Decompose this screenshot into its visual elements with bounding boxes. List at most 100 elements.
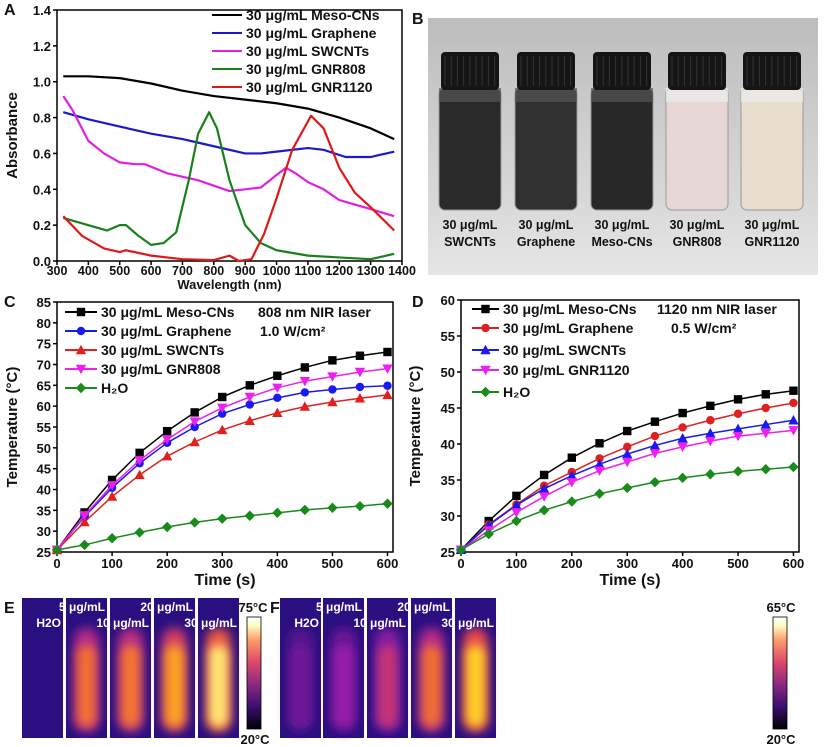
data-point: [760, 464, 771, 475]
heat-glow-core: [466, 645, 485, 727]
vial-neck: [515, 88, 577, 102]
data-point: [354, 393, 366, 403]
thermal-image: 10 μg/mL: [96, 598, 151, 738]
legend-label: 30 μg/mL SWCNTs: [503, 342, 626, 358]
data-point: [650, 431, 660, 441]
data-point: [622, 482, 633, 494]
data-point: [732, 466, 744, 477]
y-tick-label: 35: [37, 503, 51, 518]
data-point: [244, 392, 255, 403]
x-tick-label: 600: [141, 264, 162, 278]
vial-label-concentration: 30 μg/mL: [745, 218, 800, 232]
thermal-image: 10 μg/mL: [353, 598, 408, 738]
data-point: [355, 351, 365, 360]
vial-label-material: Meso-CNs: [591, 235, 652, 249]
legend-marker: [76, 307, 86, 317]
x-tick-label: 300: [211, 556, 233, 571]
legend-label: 30 μg/mL GNR1120: [503, 362, 630, 378]
vial-neck: [439, 88, 501, 102]
x-axis-label: Time (s): [194, 572, 255, 589]
thermal-image: H2O: [22, 598, 63, 738]
y-tick-label: 45: [37, 462, 51, 477]
y-axis-label: Absorbance: [4, 92, 21, 179]
thermal-label: 5 μg/mL: [59, 600, 105, 614]
data-point: [327, 396, 338, 407]
y-tick-label: 0.2: [33, 218, 51, 233]
vial-label-material: Graphene: [517, 235, 575, 249]
vial-label-material: SWCNTs: [444, 235, 496, 249]
legend-label: 30 μg/mL GNR1120: [246, 79, 373, 95]
scale-min-label: 20°C: [240, 732, 270, 747]
thermal-image: 30 μg/mL: [441, 598, 496, 738]
thermal-label: H2O: [294, 616, 319, 630]
legend-marker: [481, 304, 490, 314]
thermal-label: H2O: [36, 616, 61, 630]
y-tick-label: 60: [441, 293, 455, 308]
legend-marker: [75, 382, 87, 394]
y-tick-label: 0.8: [33, 111, 51, 126]
data-point: [327, 502, 338, 514]
heat-glow-core: [334, 645, 353, 727]
data-point: [134, 469, 145, 480]
thermal-image: 30 μg/mL: [184, 598, 239, 738]
data-point: [382, 389, 393, 400]
legend-marker: [480, 344, 491, 355]
legend-label: 30 μg/mL SWCNTs: [101, 342, 224, 358]
data-point: [788, 426, 799, 436]
vial: 30 μg/mL GNR808: [665, 52, 729, 249]
x-tick-label: 100: [506, 556, 528, 571]
data-point: [354, 367, 366, 378]
y-tick-label: 50: [37, 441, 51, 456]
data-point: [245, 400, 254, 409]
x-tick-label: 400: [266, 556, 288, 571]
vial-label-concentration: 30 μg/mL: [670, 218, 725, 232]
data-point: [245, 381, 254, 390]
vial: 30 μg/mL GNR1120: [740, 52, 804, 249]
vial-label-concentration: 30 μg/mL: [595, 218, 650, 232]
vial-label-material: GNR808: [673, 235, 722, 249]
series-line: [63, 75, 395, 141]
data-point: [217, 513, 228, 524]
data-point: [383, 347, 392, 357]
legend-label: H₂O: [101, 380, 128, 396]
vial-body: [514, 87, 578, 211]
data-point: [189, 517, 200, 528]
data-point: [161, 435, 173, 445]
data-point: [512, 491, 521, 501]
data-point: [788, 415, 799, 425]
legend-label: 30 μg/mL Graphene: [246, 25, 377, 41]
series-line: [62, 114, 395, 263]
vial-body: [438, 87, 502, 211]
data-point: [538, 492, 550, 502]
data-point: [455, 544, 467, 556]
data-point: [217, 424, 228, 435]
x-tick-label: 0: [457, 556, 464, 571]
y-tick-label: 25: [37, 545, 51, 560]
y-tick-label: 50: [441, 365, 455, 380]
x-tick-label: 1100: [294, 264, 321, 278]
y-tick-label: 80: [37, 316, 51, 331]
data-point: [706, 416, 715, 425]
data-point: [244, 510, 255, 521]
data-point: [162, 426, 172, 436]
data-point: [732, 423, 744, 434]
vials-photo: 30 μg/mL SWCNTs 30 μg/mL Graphene 30 μg/mL Me…: [428, 18, 818, 275]
y-tick-label: 25: [441, 545, 455, 560]
vial-neck: [741, 88, 803, 102]
temperature-chart-808nm: 0 100 200 300 400 500 600 25 30 35 40 45 50 55 60 65 70 7…: [4, 295, 398, 589]
data-point: [732, 431, 744, 442]
data-point: [649, 440, 661, 450]
data-point: [761, 390, 770, 399]
data-point: [272, 383, 283, 394]
y-tick-label: 40: [441, 437, 455, 452]
heat-glow-core: [209, 645, 228, 727]
data-point: [217, 403, 228, 414]
legend-label: 30 μg/mL SWCNTs: [246, 43, 369, 59]
x-tick-label: 200: [156, 556, 178, 571]
data-point: [483, 528, 494, 540]
x-tick-label: 100: [101, 556, 123, 571]
vial: 30 μg/mL Graphene: [514, 52, 578, 249]
y-tick-label: 0.0: [33, 254, 51, 269]
vial: 30 μg/mL SWCNTs: [438, 52, 502, 249]
y-tick-label: 65: [37, 378, 51, 393]
